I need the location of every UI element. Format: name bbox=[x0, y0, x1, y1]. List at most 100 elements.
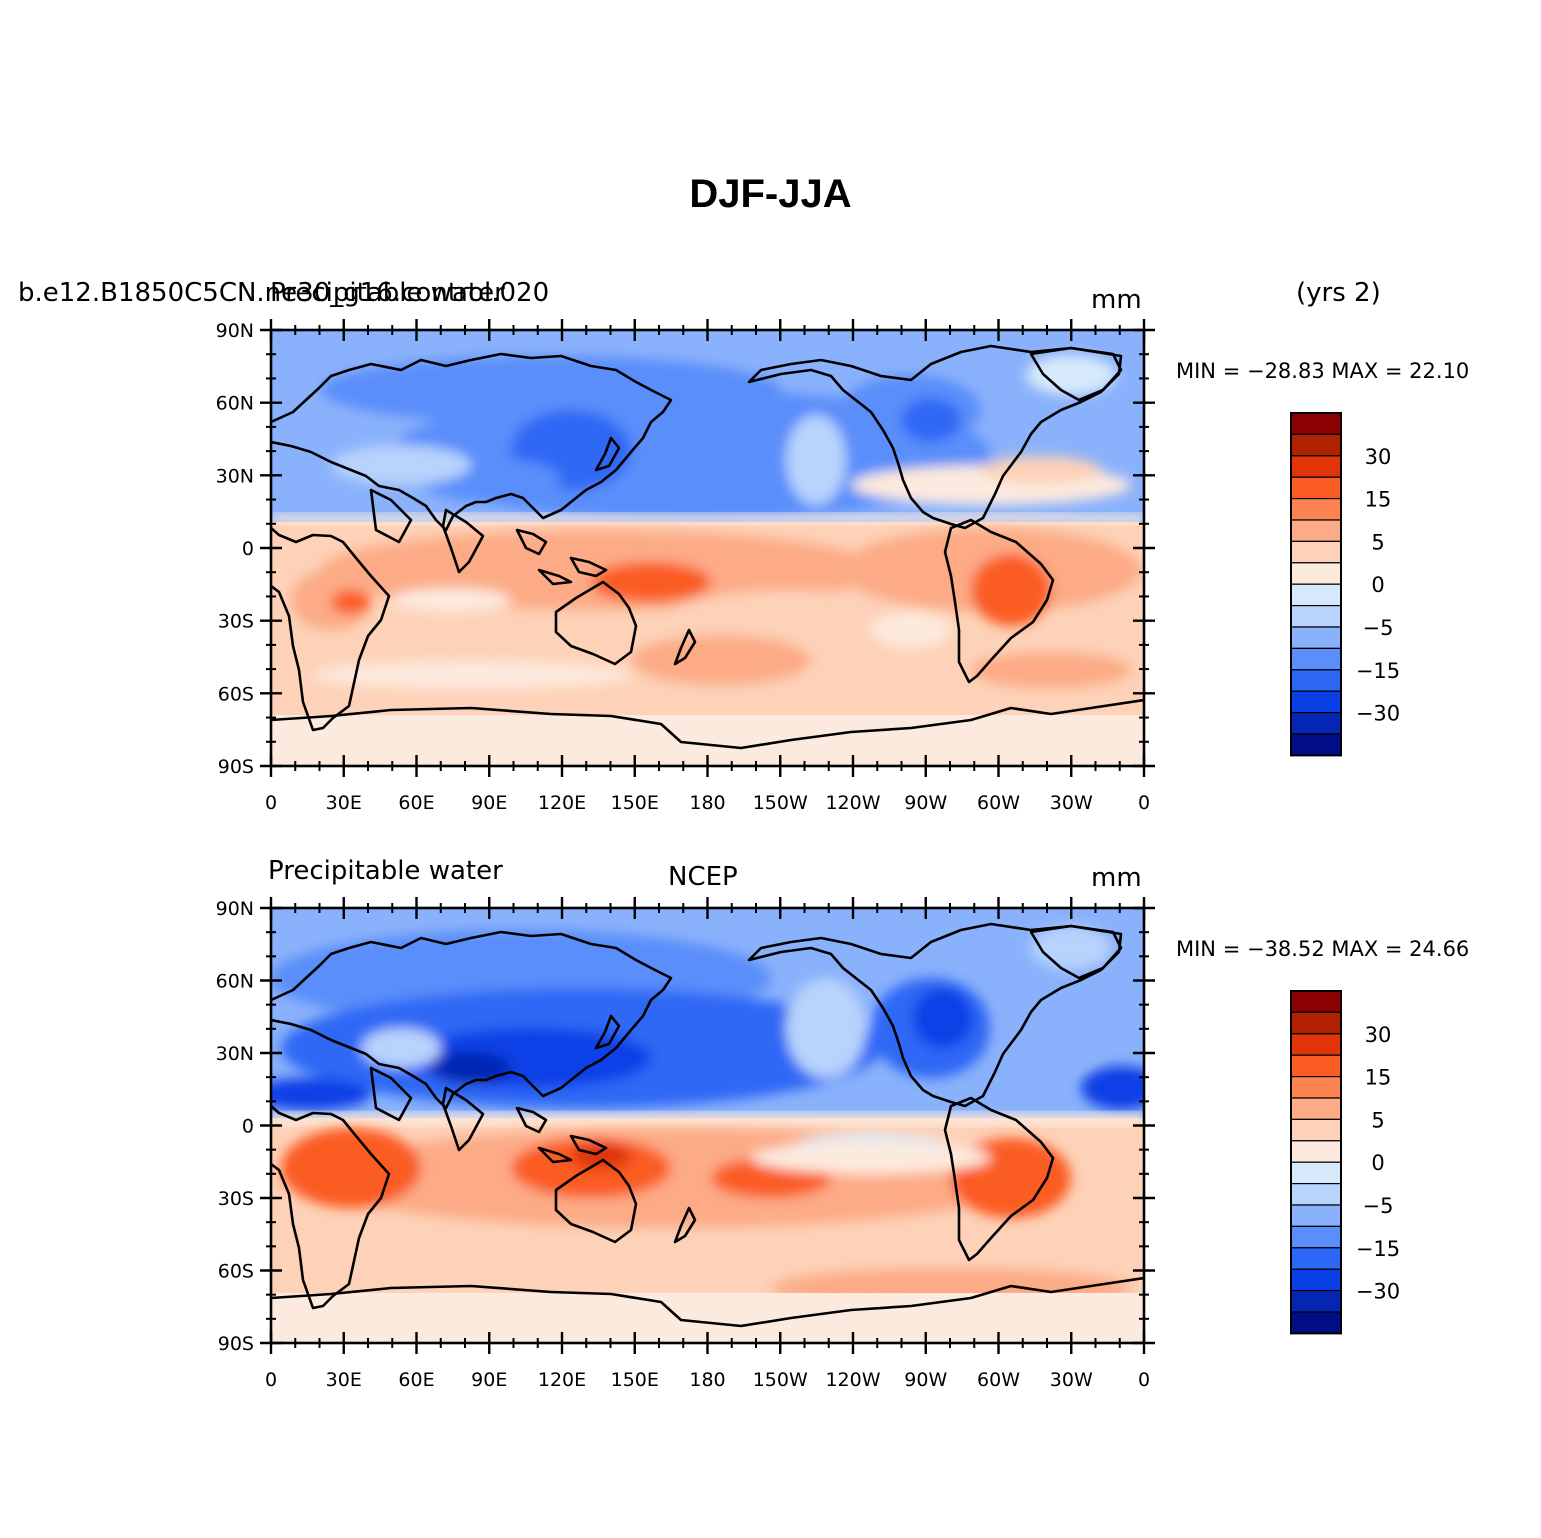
panel2-colorbar: 30 15 5 0 −5 −15 −30 bbox=[1290, 990, 1400, 1335]
colorbar-label: 15 bbox=[1365, 1066, 1392, 1090]
lat-tick-label: 0 bbox=[242, 538, 254, 560]
lat-tick-label: 60N bbox=[216, 971, 254, 993]
lon-tick-label: 90W bbox=[904, 792, 947, 814]
colorbar-label: −5 bbox=[1363, 1194, 1394, 1218]
colorbar-label: −5 bbox=[1363, 616, 1394, 640]
colorbar-label: 30 bbox=[1365, 1023, 1392, 1047]
panel2-units: mm bbox=[1091, 863, 1142, 893]
lon-tick-label: 150E bbox=[611, 1369, 659, 1391]
lon-tick-label: 60W bbox=[977, 792, 1020, 814]
colorbar-swatch bbox=[1290, 604, 1342, 628]
lon-tick-label: 60E bbox=[398, 792, 434, 814]
colorbar-swatch bbox=[1290, 1054, 1342, 1078]
lon-tick-label: 90W bbox=[904, 1369, 947, 1391]
colorbar-label: 15 bbox=[1365, 488, 1392, 512]
panel2-variable-title: Precipitable water bbox=[268, 856, 503, 886]
lon-tick-label: 60W bbox=[977, 1369, 1020, 1391]
colorbar-swatch bbox=[1290, 711, 1342, 735]
lon-tick-label: 180 bbox=[689, 792, 725, 814]
lon-tick-label: 0 bbox=[1138, 1369, 1150, 1391]
colorbar-swatch bbox=[1290, 1161, 1342, 1185]
lat-tick-label: 90N bbox=[216, 898, 254, 920]
colorbar-swatch bbox=[1290, 1268, 1342, 1292]
colorbar-swatch bbox=[1290, 412, 1342, 435]
colorbar-swatch bbox=[1290, 540, 1342, 564]
page-title: DJF-JJA bbox=[689, 172, 852, 216]
lon-tick-label: 30W bbox=[1050, 792, 1093, 814]
colorbar-border bbox=[1290, 412, 1342, 757]
lon-tick-label: 0 bbox=[1138, 792, 1150, 814]
colorbar-swatch bbox=[1290, 433, 1342, 457]
lon-tick-label: 150W bbox=[753, 792, 808, 814]
lon-tick-label: 0 bbox=[265, 1369, 277, 1391]
lon-tick-label: 150E bbox=[611, 792, 659, 814]
lat-tick-label: 30N bbox=[216, 465, 254, 487]
colorbar-label: 5 bbox=[1371, 530, 1384, 554]
lat-tick-label: 60S bbox=[218, 1261, 254, 1283]
lon-tick-label: 120E bbox=[538, 792, 586, 814]
panel2-axes: 90N 60N 30N 0 30S 60S 90S 0 30E 60E 90E 120E 150E 180… bbox=[216, 897, 1155, 1391]
lon-tick-label: 30E bbox=[326, 792, 362, 814]
colorbar-swatch bbox=[1290, 1140, 1342, 1163]
lon-tick-label: 30W bbox=[1050, 1369, 1093, 1391]
colorbar-label: −30 bbox=[1356, 1280, 1400, 1304]
colorbar-label: −15 bbox=[1356, 659, 1400, 683]
lon-tick-label: 150W bbox=[753, 1369, 808, 1391]
colorbar-swatch bbox=[1290, 690, 1342, 714]
panel2-map bbox=[271, 908, 1144, 1343]
panel2-dataset-title: NCEP bbox=[668, 862, 738, 892]
colorbar-swatch bbox=[1290, 626, 1342, 649]
colorbar-swatch bbox=[1290, 455, 1342, 478]
panel1-min-max: MIN = −28.83 MAX = 22.10 bbox=[1176, 359, 1470, 383]
colorbar-swatch bbox=[1290, 1033, 1342, 1056]
colorbar-label: −30 bbox=[1356, 702, 1400, 726]
panel1-years: (yrs 2) bbox=[1296, 278, 1381, 308]
colorbar-swatch bbox=[1290, 669, 1342, 692]
colorbar-swatch bbox=[1290, 1247, 1342, 1270]
lat-tick-label: 90S bbox=[218, 1333, 254, 1355]
colorbar-swatch bbox=[1290, 476, 1342, 500]
lat-tick-label: 60S bbox=[218, 683, 254, 705]
colorbar-swatch bbox=[1290, 990, 1342, 1013]
colorbar-label: 30 bbox=[1365, 445, 1392, 469]
colorbar-swatch bbox=[1290, 1075, 1342, 1099]
lat-tick-label: 90N bbox=[216, 320, 254, 342]
panel1-axes: 90N 60N 30N 0 30S 60S 90S 0 30E 60E 90E 120E 150E 180… bbox=[216, 319, 1155, 814]
lat-tick-label: 30S bbox=[218, 1188, 254, 1210]
lon-tick-label: 0 bbox=[265, 792, 277, 814]
panel1-case-title: b.e12.B1850C5CN.ne30_g16.control.020 bbox=[18, 278, 550, 308]
colorbar-swatch bbox=[1290, 1182, 1342, 1206]
colorbar-swatch bbox=[1290, 1118, 1342, 1142]
lat-tick-label: 90S bbox=[218, 756, 254, 778]
colorbar-label: 5 bbox=[1371, 1108, 1384, 1132]
lat-tick-label: 0 bbox=[242, 1116, 254, 1138]
colorbar-swatch bbox=[1290, 733, 1342, 756]
lon-tick-label: 30E bbox=[326, 1369, 362, 1391]
colorbar-swatch bbox=[1290, 562, 1342, 585]
colorbar-label: 0 bbox=[1371, 1151, 1384, 1175]
panel2-min-max: MIN = −38.52 MAX = 24.66 bbox=[1176, 937, 1470, 961]
colorbar-swatch bbox=[1290, 1097, 1342, 1120]
lat-tick-label: 30N bbox=[216, 1043, 254, 1065]
colorbar-swatch bbox=[1290, 647, 1342, 671]
lat-tick-label: 60N bbox=[216, 393, 254, 415]
panel1-units: mm bbox=[1091, 285, 1142, 315]
colorbar-swatch bbox=[1290, 519, 1342, 542]
lat-tick-label: 30S bbox=[218, 611, 254, 633]
lon-tick-label: 90E bbox=[471, 1369, 507, 1391]
colorbar-swatch bbox=[1290, 1011, 1342, 1035]
lon-tick-label: 120W bbox=[825, 1369, 880, 1391]
lon-tick-label: 120E bbox=[538, 1369, 586, 1391]
colorbar-swatch bbox=[1290, 498, 1342, 521]
colorbar-swatch bbox=[1290, 1204, 1342, 1227]
colorbar-swatch bbox=[1290, 1225, 1342, 1249]
panel1-colorbar: 30 15 5 0 −5 −15 −30 bbox=[1290, 412, 1400, 757]
colorbar-swatch bbox=[1290, 1311, 1342, 1334]
lon-tick-label: 180 bbox=[689, 1369, 725, 1391]
colorbar-border bbox=[1290, 990, 1342, 1335]
panel1-map bbox=[271, 330, 1144, 766]
colorbar-label: 0 bbox=[1371, 573, 1384, 597]
lon-tick-label: 60E bbox=[398, 1369, 434, 1391]
colorbar-swatch bbox=[1290, 583, 1342, 607]
